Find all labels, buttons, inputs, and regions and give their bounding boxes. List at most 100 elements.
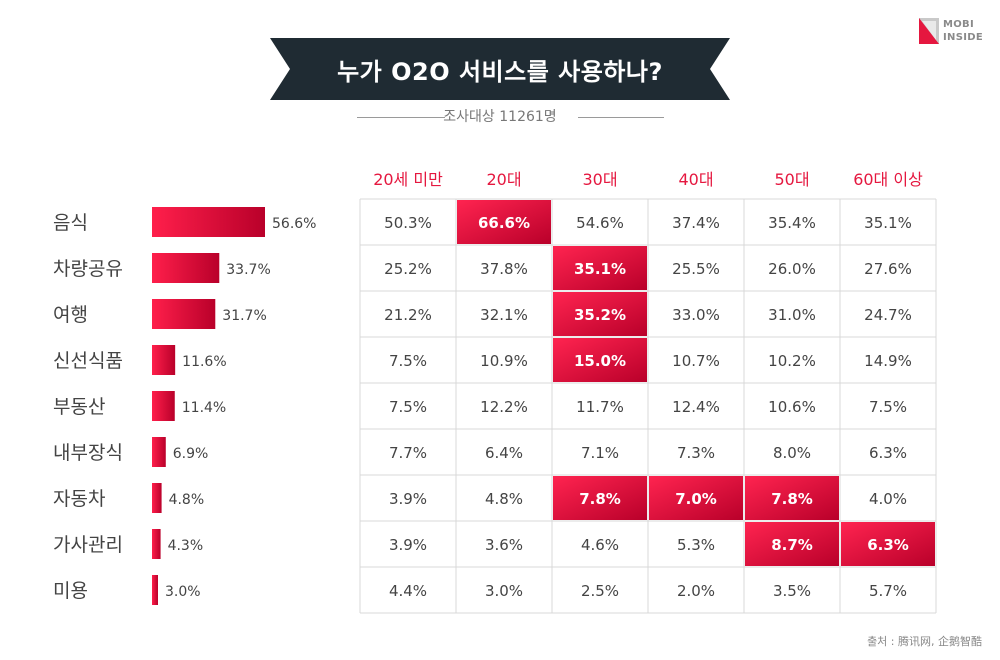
table-cell: 8.0%	[773, 444, 811, 462]
table-cell: 10.2%	[768, 352, 816, 370]
page-title: 누가 O2O 서비스를 사용하나?	[337, 57, 663, 86]
table-cell: 35.1%	[864, 214, 912, 232]
bar-value-label: 56.6%	[272, 216, 316, 232]
highlight-cell	[553, 476, 647, 520]
table-cell: 25.2%	[384, 260, 432, 278]
table-cell: 10.9%	[480, 352, 528, 370]
table-cell: 7.5%	[389, 352, 427, 370]
bar-value-label: 31.7%	[222, 308, 266, 324]
table-cell: 4.4%	[389, 582, 427, 600]
subtitle-rule-right	[578, 117, 664, 118]
highlight-cell	[841, 522, 935, 566]
bar-value-label: 33.7%	[226, 262, 270, 278]
bar-value-label: 11.4%	[182, 400, 226, 416]
bar-value-label: 4.8%	[169, 492, 205, 508]
table-cell: 32.1%	[480, 306, 528, 324]
logo-text: MOBI INSIDE	[943, 18, 983, 44]
logo-text-line2: INSIDE	[943, 32, 983, 43]
bar-value-label: 3.0%	[165, 584, 201, 600]
banner-shape	[270, 38, 730, 100]
table-cell: 25.5%	[672, 260, 720, 278]
bar	[152, 345, 176, 375]
table-cell: 35.4%	[768, 214, 816, 232]
highlight-cell	[553, 246, 647, 290]
column-header: 30대	[582, 170, 617, 189]
subtitle-rule-left	[357, 117, 445, 118]
table-cell: 6.3%	[867, 536, 909, 554]
category-label: 가사관리	[53, 534, 123, 556]
table-cell: 7.7%	[389, 444, 427, 462]
column-header: 60대 이상	[853, 170, 923, 189]
table-cell: 7.8%	[771, 490, 813, 508]
table-cell: 4.6%	[581, 536, 619, 554]
table-cell: 35.1%	[574, 260, 626, 278]
table-cell: 5.7%	[869, 582, 907, 600]
table-cell: 10.6%	[768, 398, 816, 416]
highlight-cell	[649, 476, 743, 520]
bar-value-label: 11.6%	[182, 354, 226, 370]
table-cell: 4.0%	[869, 490, 907, 508]
subtitle: 조사대상 11261명	[443, 109, 557, 125]
bar	[152, 299, 216, 329]
bar	[152, 529, 161, 559]
bar	[152, 207, 265, 237]
table-cell: 10.7%	[672, 352, 720, 370]
table-cell: 3.9%	[389, 536, 427, 554]
logo-text-line1: MOBI	[943, 19, 974, 30]
category-label: 자동차	[53, 488, 105, 510]
table-cell: 3.9%	[389, 490, 427, 508]
table-cell: 15.0%	[574, 352, 626, 370]
table-cell: 66.6%	[478, 214, 530, 232]
table-cell: 7.5%	[389, 398, 427, 416]
column-header: 40대	[678, 170, 713, 189]
category-label: 부동산	[53, 396, 105, 418]
bar	[152, 437, 166, 467]
category-label: 음식	[53, 212, 88, 234]
table-cell: 5.3%	[677, 536, 715, 554]
bar	[152, 253, 220, 283]
table-cell: 6.4%	[485, 444, 523, 462]
category-label: 미용	[53, 580, 88, 602]
column-header: 20대	[486, 170, 521, 189]
table-cell: 37.4%	[672, 214, 720, 232]
highlight-cell	[745, 522, 839, 566]
column-header: 20세 미만	[373, 170, 443, 189]
table-cell: 14.9%	[864, 352, 912, 370]
table-cell: 24.7%	[864, 306, 912, 324]
table-cell: 7.5%	[869, 398, 907, 416]
table-cell: 7.1%	[581, 444, 619, 462]
category-label: 내부장식	[53, 442, 123, 464]
table-cell: 27.6%	[864, 260, 912, 278]
table-cell: 2.5%	[581, 582, 619, 600]
bar	[152, 575, 158, 605]
table-cell: 31.0%	[768, 306, 816, 324]
table-cell: 7.8%	[579, 490, 621, 508]
bar-value-label: 4.3%	[168, 538, 204, 554]
highlight-cell	[553, 292, 647, 336]
title-banner: 누가 O2O 서비스를 사용하나?	[270, 38, 730, 100]
table-cell: 50.3%	[384, 214, 432, 232]
bar	[152, 391, 175, 421]
table-cell: 21.2%	[384, 306, 432, 324]
table-cell: 26.0%	[768, 260, 816, 278]
table-cell: 11.7%	[576, 398, 624, 416]
table-cell: 3.6%	[485, 536, 523, 554]
table-cell: 7.0%	[675, 490, 717, 508]
column-header: 50대	[774, 170, 809, 189]
logo-mark-icon	[919, 18, 939, 44]
category-label: 여행	[53, 304, 88, 326]
category-label: 차량공유	[53, 258, 123, 280]
bar-value-label: 6.9%	[173, 446, 209, 462]
table-cell: 35.2%	[574, 306, 626, 324]
table-cell: 6.3%	[869, 444, 907, 462]
highlight-cell	[457, 200, 551, 244]
highlight-cell	[553, 338, 647, 382]
table-cell: 3.5%	[773, 582, 811, 600]
highlight-cell	[745, 476, 839, 520]
mobi-inside-logo: MOBI INSIDE	[919, 18, 983, 46]
table-cell: 12.2%	[480, 398, 528, 416]
table-cell: 3.0%	[485, 582, 523, 600]
table-cell: 7.3%	[677, 444, 715, 462]
table-cell: 2.0%	[677, 582, 715, 600]
